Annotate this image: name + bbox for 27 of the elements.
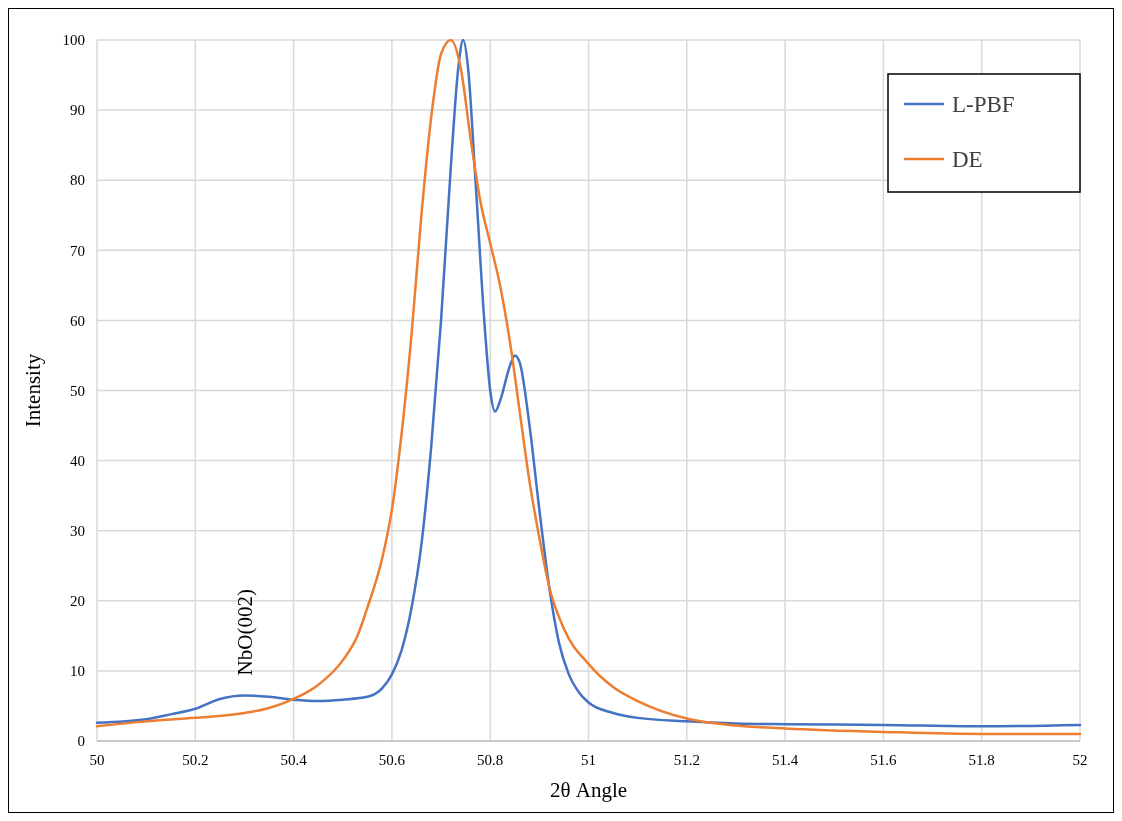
legend-label: DE (952, 147, 983, 173)
y-tick-label: 100 (62, 32, 85, 49)
y-tick-label: 80 (70, 172, 85, 189)
x-tick-label: 50.4 (280, 752, 308, 768)
x-tick-label: 52 (1072, 752, 1088, 768)
y-tick-label: 10 (70, 663, 85, 680)
y-tick-label: 0 (77, 733, 85, 750)
x-tick-label: 51.4 (771, 752, 799, 768)
y-tick-label: 30 (70, 522, 85, 539)
x-tick-label: 50.2 (182, 752, 209, 768)
y-tick-label: 60 (70, 312, 85, 329)
y-tick-label: 70 (70, 242, 85, 259)
y-tick-label: 40 (70, 452, 85, 469)
y-axis-title: Intensity (21, 353, 45, 428)
x-tick-label: 50.6 (378, 752, 406, 768)
y-tick-label: 90 (70, 102, 85, 119)
y-tick-label: 20 (70, 593, 85, 610)
annotation: NbO(002) (233, 589, 258, 676)
x-tick-label: 51.6 (870, 752, 898, 768)
x-axis-title: 2θ Angle (549, 778, 628, 802)
x-tick-label: 51.2 (673, 752, 700, 768)
y-tick-label: 50 (70, 382, 85, 399)
x-tick-label: 51.8 (968, 752, 995, 768)
legend-label: L-PBF (952, 92, 1015, 118)
x-tick-label: 51 (581, 752, 596, 768)
x-tick-label: 50.8 (477, 752, 504, 768)
x-tick-label: 50 (89, 752, 105, 768)
